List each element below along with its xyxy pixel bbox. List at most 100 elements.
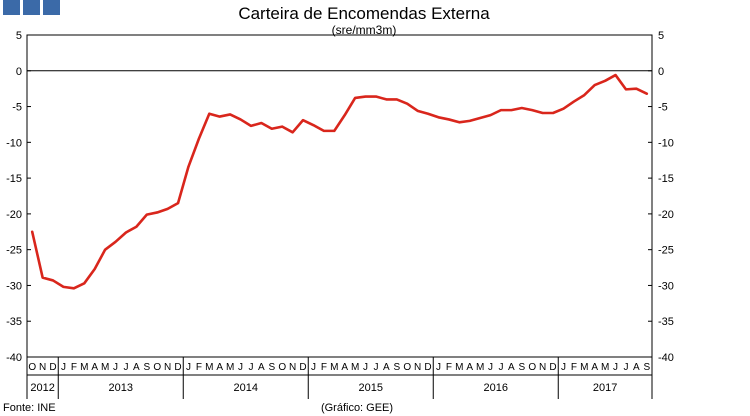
data-point (208, 112, 211, 115)
x-tick-label: F (446, 362, 452, 373)
data-point (500, 109, 502, 111)
y-tick-label-right: -15 (658, 173, 674, 185)
x-tick-label: N (539, 362, 546, 373)
data-point (510, 109, 513, 111)
x-tick-label: N (414, 362, 421, 373)
y-tick-label-right: -40 (658, 352, 674, 364)
data-point (270, 127, 273, 130)
data-point (302, 119, 304, 121)
x-tick-label: M (226, 362, 234, 373)
data-point (354, 97, 356, 99)
x-tick-label: D (424, 362, 431, 373)
data-point (489, 114, 492, 116)
data-point (479, 117, 481, 119)
chart-title: Carteira de Encomendas Externa (238, 4, 490, 23)
y-tick-label-left: -40 (6, 352, 22, 364)
data-point (375, 95, 377, 98)
x-tick-label: D (174, 362, 181, 373)
year-label: 2016 (484, 382, 508, 394)
x-tick-label: O (278, 362, 286, 373)
data-point (364, 95, 367, 98)
data-point (114, 241, 117, 243)
x-tick-label: M (455, 362, 463, 373)
y-tick-label-left: -15 (6, 173, 22, 185)
data-point (593, 84, 596, 86)
x-tick-label: S (393, 362, 400, 373)
x-tick-label: D (49, 362, 56, 373)
y-tick-label-right: -25 (658, 245, 674, 257)
data-point (93, 268, 96, 270)
data-point (73, 287, 75, 290)
x-tick-label: F (71, 362, 77, 373)
series-line (30, 73, 649, 290)
x-tick-label: J (623, 362, 628, 373)
x-tick-label: J (498, 362, 503, 373)
data-point (198, 137, 200, 140)
data-point (604, 80, 606, 82)
data-point (166, 208, 169, 210)
data-point (125, 231, 127, 234)
year-label: 2017 (593, 382, 617, 394)
data-point (333, 130, 336, 132)
data-point (135, 225, 138, 228)
data-point (552, 112, 554, 114)
x-tick-label: M (601, 362, 609, 373)
y-tick-label-right: 0 (658, 66, 664, 78)
y-tick-label-left: -20 (6, 209, 22, 221)
x-tick-label: O (403, 362, 411, 373)
data-point (458, 121, 461, 124)
data-point (145, 213, 148, 216)
data-point (260, 122, 263, 124)
x-tick-label: J (248, 362, 253, 373)
x-tick-label: A (216, 362, 223, 373)
y-tick-label-right: -20 (658, 209, 674, 221)
year-label: 2012 (30, 382, 54, 394)
data-point (614, 74, 617, 76)
y-tick-label-right: -10 (658, 137, 674, 149)
x-tick-label: F (321, 362, 327, 373)
x-tick-label: J (186, 362, 191, 373)
data-point (395, 98, 398, 101)
x-tick-label: M (330, 362, 338, 373)
data-point (385, 98, 388, 101)
data-point (323, 130, 325, 132)
x-tick-label: A (383, 362, 390, 373)
data-point (177, 202, 179, 204)
data-point (239, 118, 242, 121)
x-tick-label: J (61, 362, 66, 373)
data-point (635, 87, 638, 90)
data-series (30, 73, 649, 290)
x-tick-label: O (28, 362, 36, 373)
data-point (645, 92, 648, 95)
chart-subtitle: (sre/mm3m) (332, 23, 397, 37)
x-tick-label: F (571, 362, 577, 373)
x-tick-label: J (488, 362, 493, 373)
x-tick-label: N (289, 362, 296, 373)
credit-note: (Gráfico: GEE) (321, 402, 393, 414)
data-point (52, 279, 54, 282)
x-tick-label: A (258, 362, 265, 373)
x-tick-label: J (613, 362, 618, 373)
data-point (218, 115, 221, 118)
logo-square-1 (3, 0, 20, 15)
y-tick-label-right: -35 (658, 316, 674, 328)
data-point (62, 286, 65, 288)
x-tick-label: J (113, 362, 118, 373)
y-tick-label-right: 5 (658, 30, 664, 42)
x-tick-label: M (80, 362, 88, 373)
y-tick-label-left: -35 (6, 316, 22, 328)
x-tick-label: J (123, 362, 128, 373)
x-tick-label: D (299, 362, 306, 373)
x-tick-label: J (238, 362, 243, 373)
data-point (625, 88, 627, 91)
data-point (416, 110, 419, 112)
data-point (583, 94, 586, 96)
x-tick-label: M (205, 362, 213, 373)
y-tick-label-right: -30 (658, 280, 674, 292)
data-point (531, 109, 534, 111)
x-tick-label: S (268, 362, 275, 373)
x-tick-label: J (311, 362, 316, 373)
x-tick-label: N (39, 362, 46, 373)
data-point (104, 248, 106, 251)
